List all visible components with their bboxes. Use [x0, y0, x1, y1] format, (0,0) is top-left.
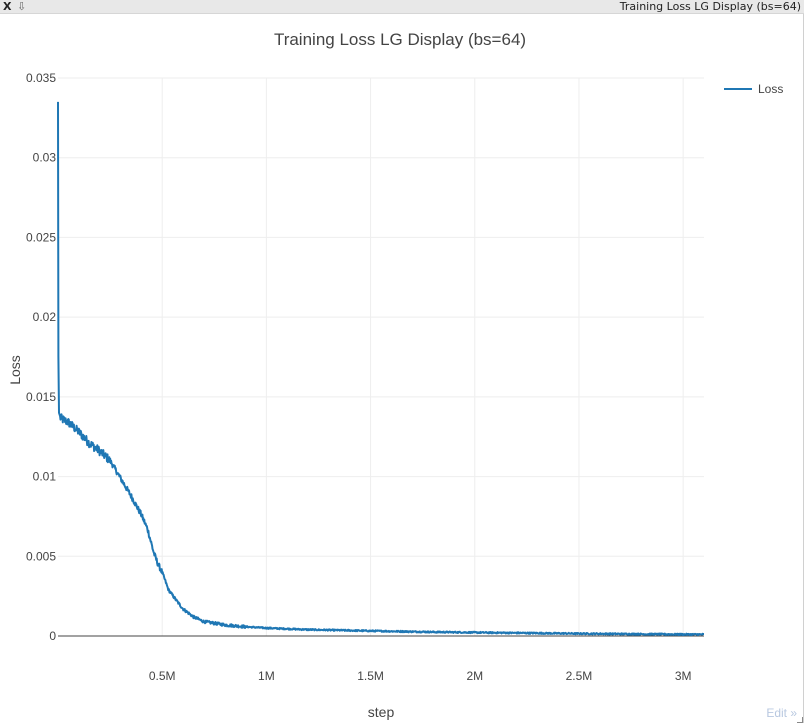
edit-link[interactable]: Edit »: [766, 706, 797, 720]
y-tick-label: 0.02: [33, 310, 57, 324]
chart-series: [57, 101, 705, 637]
window-titlebar: X ⇩ Training Loss LG Display (bs=64): [0, 0, 804, 14]
y-tick-label: 0.005: [26, 549, 56, 563]
download-icon[interactable]: ⇩: [17, 0, 27, 13]
x-axis-label: step: [368, 704, 395, 720]
y-axis-label: Loss: [7, 355, 23, 385]
series-line-loss: [57, 101, 705, 637]
window-title: Training Loss LG Display (bs=64): [619, 0, 801, 13]
y-tick-label: 0.025: [26, 230, 56, 244]
loss-chart: 0 0.005 0.01 0.015 0.02 0.025 0.03 0.035 0.5M 1M 1…: [7, 30, 783, 720]
x-tick-label: 0.5M: [149, 669, 176, 683]
x-tick-label: 2.5M: [566, 669, 593, 683]
x-tick-label: 2M: [466, 669, 483, 683]
x-tick-label: 1.5M: [357, 669, 384, 683]
x-tick-label: 3M: [675, 669, 692, 683]
y-tick-label: 0: [49, 629, 56, 643]
chart-grid: [58, 77, 704, 637]
resize-handle[interactable]: [797, 717, 803, 723]
y-tick-label: 0.01: [33, 470, 57, 484]
legend-label-loss: Loss: [758, 82, 783, 96]
y-tick-label: 0.03: [33, 151, 57, 165]
y-tick-label: 0.015: [26, 390, 56, 404]
x-tick-label: 1M: [258, 669, 275, 683]
y-tick-label: 0.035: [26, 71, 56, 85]
chart-title: Training Loss LG Display (bs=64): [274, 30, 526, 49]
chart-ticks: 0 0.005 0.01 0.015 0.02 0.025 0.03 0.035 0.5M 1M 1…: [26, 71, 692, 683]
chart-legend[interactable]: Loss: [724, 82, 783, 96]
close-button[interactable]: X: [3, 0, 12, 13]
